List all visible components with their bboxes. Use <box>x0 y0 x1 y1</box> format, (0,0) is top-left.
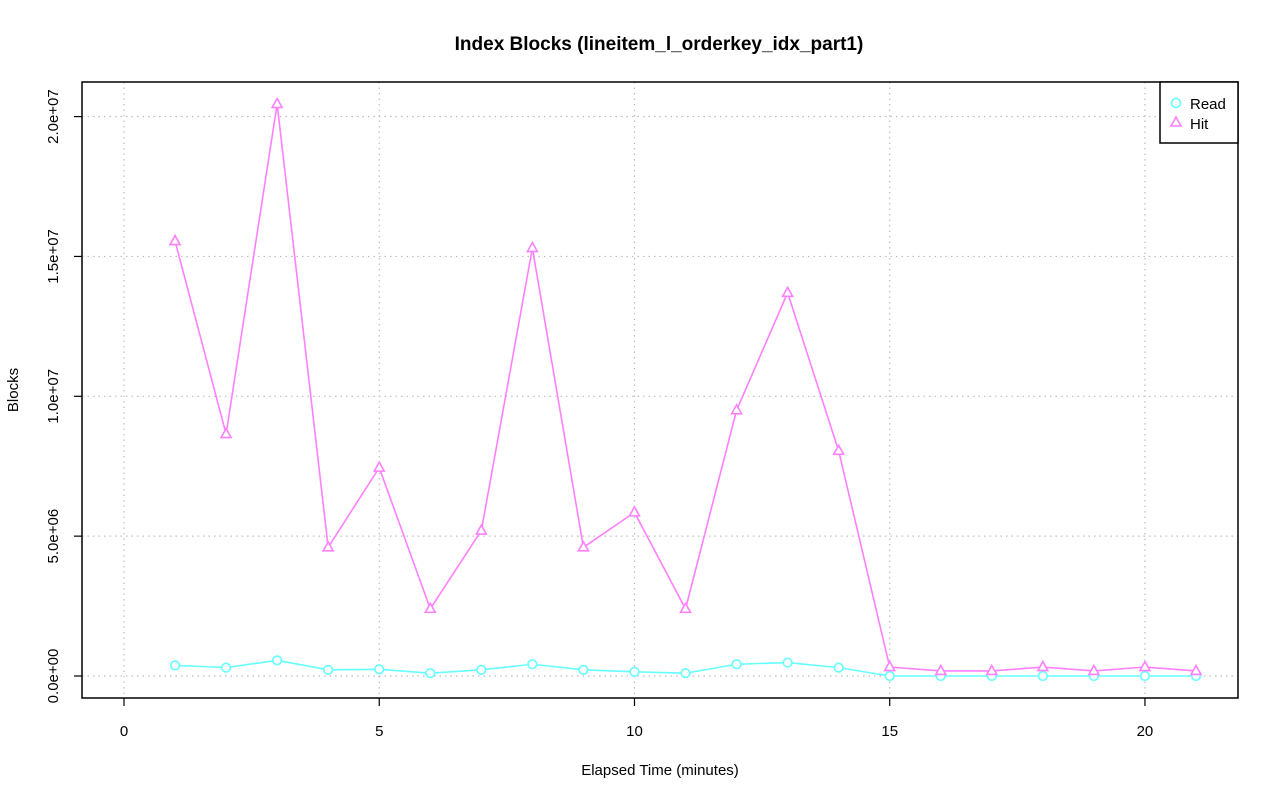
series-read-point <box>323 664 334 675</box>
plot-frame <box>81 81 1239 699</box>
series-hit-point <box>1138 659 1152 672</box>
series-hit-point <box>1189 663 1203 676</box>
series-read-point <box>833 662 844 673</box>
grid <box>82 82 1238 698</box>
series-hit-point <box>934 663 948 676</box>
series-hit-point <box>219 426 233 439</box>
series-read-point <box>884 670 895 682</box>
series-read-point <box>169 660 181 671</box>
series-hit-point <box>270 96 284 109</box>
y-tick-label: 0.0e+00 <box>45 649 62 704</box>
series-hit-point <box>474 523 488 535</box>
legend: Read Hit <box>1159 81 1239 144</box>
y-tick-label: 2.0e+07 <box>45 89 62 144</box>
series-read-point <box>272 655 283 666</box>
series-read-point <box>731 659 742 670</box>
legend-hit-label: Hit <box>1190 116 1209 133</box>
series-hit-point <box>526 240 539 253</box>
series-hit-point <box>832 443 846 456</box>
x-tick-label: 0 <box>120 723 128 740</box>
series-hit-point <box>577 540 590 552</box>
series-hit-point <box>781 285 794 298</box>
y-tick-label: 1.0e+07 <box>45 369 62 424</box>
series-read-point <box>782 657 793 668</box>
legend-box <box>1159 81 1239 144</box>
x-axis-label: Elapsed Time (minutes) <box>581 762 739 779</box>
series-hit-point <box>168 233 182 246</box>
series-hit-point <box>985 663 999 676</box>
series-hit-point <box>679 601 692 614</box>
x-axis: 0 5 10 15 20 <box>120 698 1153 740</box>
chart-title: Index Blocks (lineitem_l_orderkey_idx_pa… <box>455 34 864 55</box>
series-hit-point <box>1036 659 1050 672</box>
x-tick-label: 10 <box>626 723 643 740</box>
series-read-point <box>1037 670 1048 682</box>
series-hit-point <box>883 659 897 672</box>
series-hit-point <box>1087 663 1101 676</box>
series-read-point <box>374 664 385 675</box>
series-hit-point <box>628 505 641 517</box>
series-read-point <box>527 659 538 670</box>
series-hit-point <box>372 460 386 472</box>
series-hit-point <box>423 601 437 614</box>
legend-read-marker <box>1170 97 1182 109</box>
series-read-point <box>476 664 487 675</box>
series-layer <box>168 96 1203 682</box>
x-tick-label: 20 <box>1137 723 1154 740</box>
series-read-point <box>1139 670 1151 682</box>
series-read-point <box>578 664 589 675</box>
series-hit-point <box>730 403 743 415</box>
series-read-point <box>629 666 640 677</box>
legend-read-label: Read <box>1190 96 1226 113</box>
series-read-point <box>680 668 691 679</box>
series-read-point <box>220 662 232 673</box>
legend-hit-marker <box>1169 115 1183 127</box>
x-tick-label: 15 <box>881 723 898 740</box>
y-axis-label: Blocks <box>5 368 22 412</box>
series-hit-point <box>321 540 335 552</box>
y-tick-label: 1.5e+07 <box>45 229 62 284</box>
x-tick-label: 5 <box>375 723 383 740</box>
y-axis: 0.0e+00 5.0e+06 1.0e+07 1.5e+07 2.0e+07 <box>45 89 82 703</box>
series-read-point <box>425 668 436 679</box>
series-hit-line <box>174 103 1197 672</box>
y-tick-label: 5.0e+06 <box>45 509 62 564</box>
